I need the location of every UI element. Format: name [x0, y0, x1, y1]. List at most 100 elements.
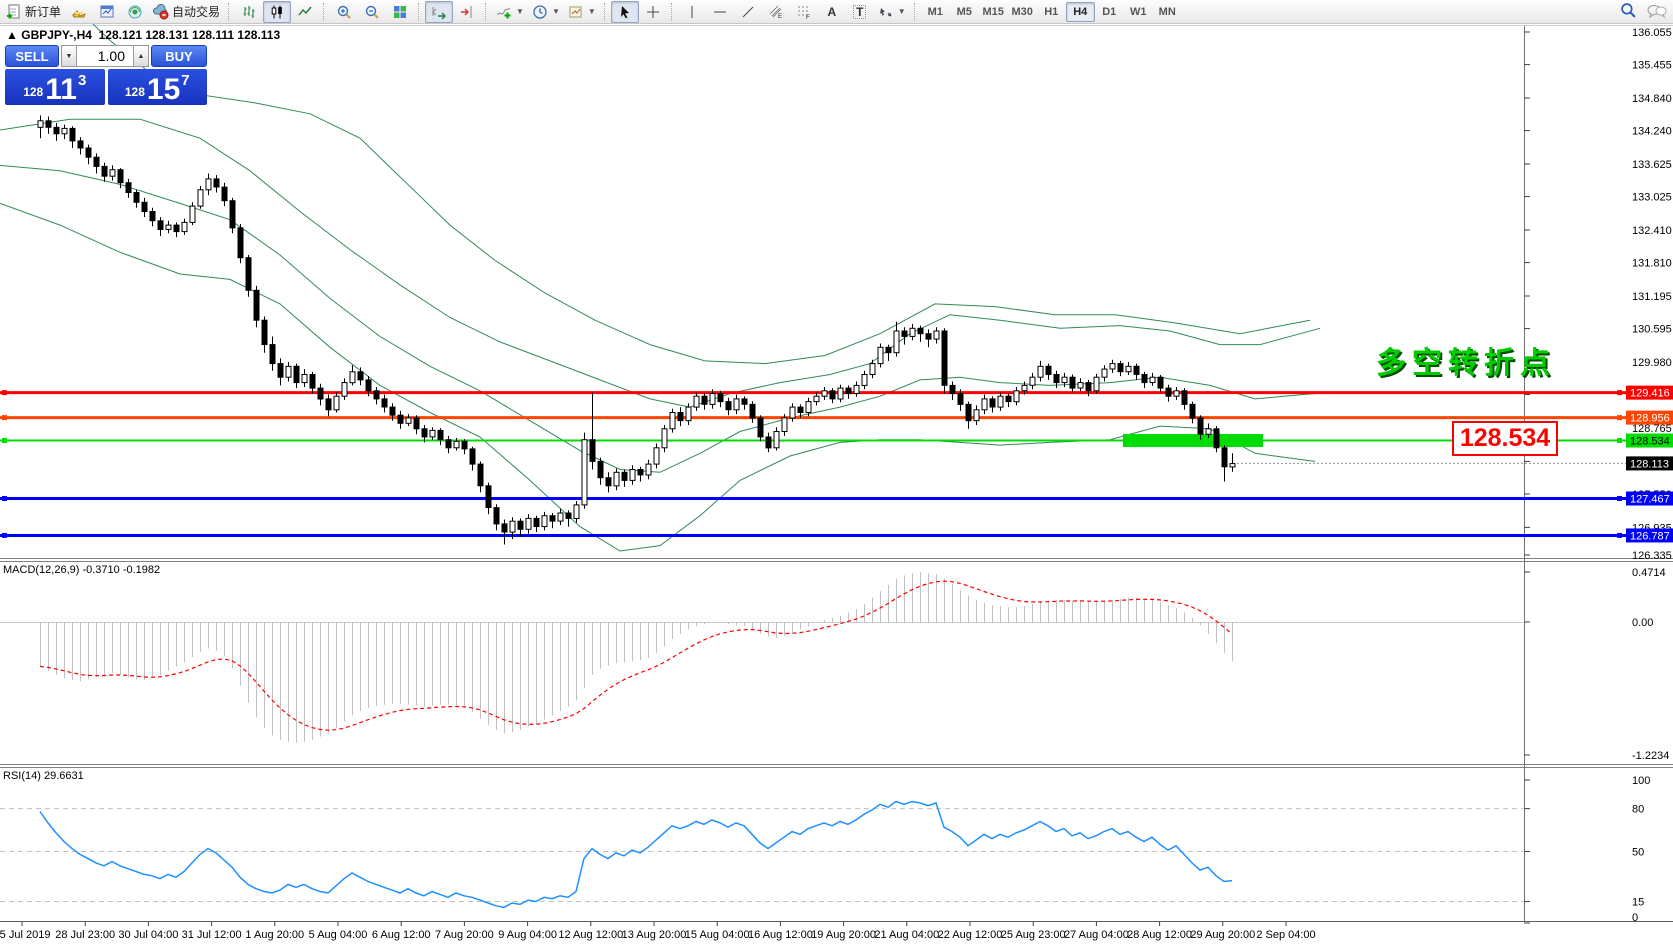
auto-trading-button[interactable]: 自动交易: [149, 1, 224, 23]
candle-body: [637, 469, 644, 476]
price-level-annotation[interactable]: 128.534: [1452, 421, 1558, 456]
candle-body: [749, 403, 756, 419]
templates-button[interactable]: ▼: [564, 1, 600, 23]
hline-handle[interactable]: [2, 438, 7, 444]
candle: [461, 439, 468, 455]
candle-body: [165, 224, 172, 230]
timeframe-button-m15[interactable]: M15: [982, 5, 1004, 18]
trendline-tool-button[interactable]: [734, 1, 762, 23]
timeframe-button-m30[interactable]: M30: [1011, 5, 1033, 18]
bollinger-band-outer_upper: [81, 12, 1311, 365]
candle: [149, 207, 156, 227]
candle: [221, 182, 228, 207]
timeframe-button-m1[interactable]: M1: [927, 5, 943, 18]
candle-body: [1213, 428, 1220, 449]
timeframe-button-m5[interactable]: M5: [956, 5, 972, 18]
chat-icon[interactable]: [1647, 3, 1667, 19]
candle: [629, 465, 636, 485]
hline-handle[interactable]: [2, 390, 7, 396]
candle: [237, 224, 244, 264]
candle: [837, 384, 844, 403]
candle-body: [1181, 390, 1188, 405]
price-badge-126.787: [1626, 528, 1673, 543]
candle-body: [85, 147, 92, 158]
turning-point-annotation[interactable]: 多空转折点: [1376, 347, 1556, 380]
cursor-tool-button[interactable]: [610, 0, 639, 23]
sell-button[interactable]: SELL: [5, 45, 59, 67]
candle: [1197, 415, 1204, 440]
candle-body: [149, 211, 156, 222]
chart-shift-button[interactable]: [453, 1, 481, 23]
candle: [101, 162, 108, 182]
tile-windows-button[interactable]: [386, 1, 414, 23]
auto-scroll-button[interactable]: [425, 0, 454, 23]
hline-handle[interactable]: [2, 496, 7, 502]
time-tick-label: 9 Aug 04:00: [498, 929, 557, 941]
time-tick-label: 21 Aug 04:00: [874, 929, 939, 941]
new-order-button[interactable]: 新订单: [2, 1, 65, 23]
rsi-label: RSI(14) 29.6631: [3, 770, 84, 782]
collapse-marker[interactable]: ▲: [6, 28, 18, 42]
candle-body: [597, 460, 604, 479]
crosshair-tool-button[interactable]: [639, 1, 667, 23]
timeframe-button-h1[interactable]: H1: [1044, 5, 1059, 18]
candle-body: [909, 327, 916, 337]
volume-value: 1.00: [97, 48, 125, 64]
horizontal-line-tool-button[interactable]: [706, 1, 734, 23]
hline-handle[interactable]: [2, 532, 7, 538]
volume-decrease-button[interactable]: ▼: [61, 45, 77, 67]
macd-axis-label: 0.4714: [1632, 567, 1666, 579]
candle: [541, 511, 548, 531]
zoom-in-button[interactable]: [330, 1, 358, 23]
chart-profile-button[interactable]: [65, 1, 93, 23]
search-icon[interactable]: [1620, 2, 1637, 19]
bar-chart-button[interactable]: [235, 1, 263, 23]
candle-body: [1189, 403, 1196, 419]
fibonacci-tool-button[interactable]: F: [790, 1, 818, 23]
candle: [1101, 365, 1108, 382]
candle-body: [301, 374, 308, 384]
indicators-button[interactable]: ▼: [492, 1, 528, 23]
candle-body: [277, 363, 284, 378]
spin-down-icon: ▼: [65, 52, 73, 60]
buy-button[interactable]: BUY: [151, 45, 207, 67]
line-chart-button[interactable]: [291, 1, 319, 23]
label-tool-button[interactable]: T: [846, 1, 874, 23]
candlestick-chart-button[interactable]: [263, 0, 292, 23]
candle-body: [1061, 376, 1068, 384]
sell-quote[interactable]: 128 11 3: [5, 69, 105, 105]
volume-input[interactable]: 1.00: [77, 45, 133, 67]
candle-body: [837, 387, 844, 400]
text-tool-button[interactable]: A: [818, 1, 846, 23]
timeframe-button-w1[interactable]: W1: [1129, 5, 1147, 18]
candle: [85, 144, 92, 165]
candle: [709, 389, 716, 409]
timeframe-button-d1[interactable]: D1: [1102, 5, 1117, 18]
signal-button[interactable]: [121, 1, 149, 23]
candle-body: [557, 512, 564, 522]
candle: [589, 392, 596, 470]
candle: [1077, 378, 1084, 392]
timeframe-button-h4[interactable]: H4: [1065, 1, 1095, 22]
market-watch-button[interactable]: [93, 1, 121, 23]
volume-increase-button[interactable]: ▲: [133, 45, 149, 67]
candle: [301, 369, 308, 387]
zoom-out-button[interactable]: [358, 1, 386, 23]
arrows-tool-button[interactable]: ▼: [874, 1, 910, 23]
hline-handle[interactable]: [2, 415, 7, 421]
candle-body: [461, 440, 468, 450]
vertical-line-tool-button[interactable]: [678, 1, 706, 23]
symbol-name: GBPJPY-,H4: [21, 28, 92, 42]
current-price-badge: [1626, 456, 1673, 471]
candle: [1037, 360, 1044, 382]
chevron-down-icon: ▼: [516, 7, 524, 16]
candle: [861, 370, 868, 390]
periods-button[interactable]: ▼: [528, 1, 564, 23]
timeframe-button-mn[interactable]: MN: [1158, 5, 1176, 18]
candle: [1093, 373, 1100, 394]
candle-body: [501, 523, 508, 533]
candle: [229, 197, 236, 234]
buy-quote[interactable]: 128 15 7: [107, 69, 207, 105]
channel-tool-button[interactable]: E: [762, 1, 790, 23]
